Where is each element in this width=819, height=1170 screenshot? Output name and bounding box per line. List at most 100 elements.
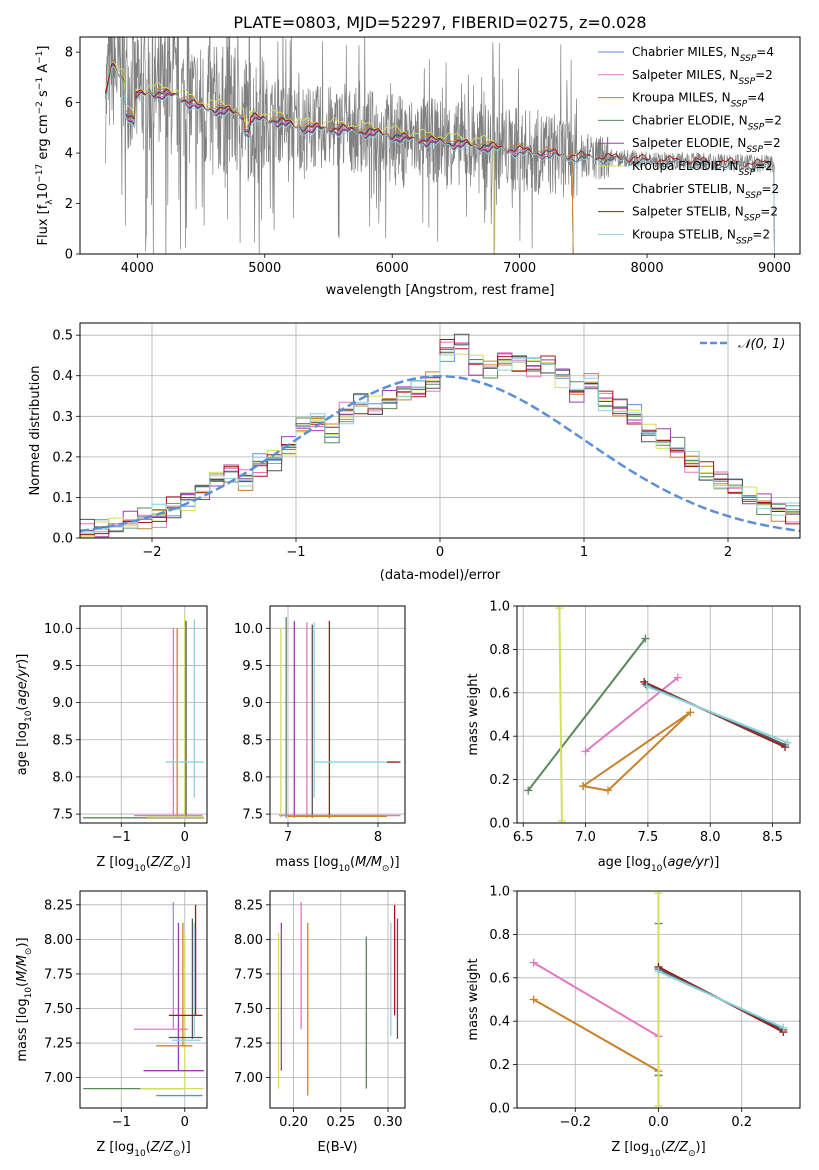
x-axis-label: Z [log10(Z/Z⊙)] [611,1140,705,1159]
weight-marker-chabrier_elodie [524,786,533,795]
y-axis-label: mass [log10(M/M⊙)] [15,937,34,1061]
y-tick-label: 8.5 [52,733,73,748]
residuals-plot-area [80,333,800,538]
x-tick-label: 0 [181,1115,189,1130]
y-tick-label: 10.0 [234,622,263,637]
spectrum-plot-area [105,37,775,254]
y-tick-label: 4 [65,147,73,162]
x-tick-label: 5000 [248,261,281,276]
mass-weight-vs-z-panel: −0.2 0.0 0.2 0.0 0.2 0.4 0.6 0.8 1.0 Z [log10(Z/Z… [466,885,801,1159]
weight-line-salpeter_miles [584,676,679,753]
x-tick-label: 8000 [631,261,664,276]
histogram-chabrier_miles [80,342,800,532]
y-tick-label: 7.75 [234,967,263,982]
mass-vs-ebv-panel: 0.20 0.25 0.30 7.00 7.25 7.50 7.75 8.00 8.25 E(B-… [234,890,406,1155]
y-tick-label: 7.75 [44,967,73,982]
x-tick-label: −1 [112,830,131,845]
y-tick-label: 0.6 [489,971,510,986]
plot-frame [79,605,208,824]
x-tick-label: 8 [374,830,382,845]
x-tick-label: 0.2 [731,1115,752,1130]
model-spectrum-kroupa_stelib [105,65,775,254]
plot-frame [516,890,801,1109]
y-axis-label: Flux [fλ10−17 erg cm−2 s−1 A−1] [35,46,55,246]
y-tick-label: 7.25 [44,1037,73,1052]
x-tick-label: 0.20 [279,1115,308,1130]
model-spectrum-salpeter_stelib [105,62,775,254]
weight-marker-kroupa_miles [686,708,695,717]
y-tick-label: 1.0 [489,600,510,615]
x-axis-label: age [log10(age/yr)] [598,855,720,874]
y-tick-label: 9.5 [52,659,73,674]
y-axis-label: age [log10(age/yr)] [15,654,34,776]
x-axis-label: wavelength [Angstrom, rest frame] [326,283,555,298]
weight-line-kroupa_stelib [658,970,784,1029]
spectrum-legend: Chabrier MILES, NSSP=4 Salpeter MILES, NS… [598,45,782,246]
y-tick-label: 8.25 [234,898,263,913]
y-tick-label: 0.4 [52,369,73,384]
x-axis-label: E(B-V) [317,1140,357,1155]
y-tick-label: 8.5 [242,733,263,748]
x-tick-label: 6000 [376,261,409,276]
weight-marker-kroupa_stelib [783,738,792,747]
mass-weight-vs-age-panel: 6.5 7.0 7.5 8.0 8.5 0.0 0.2 0.4 0.6 0.8 1.0 age [lo… [466,600,801,874]
plot-frame [79,322,801,539]
histogram-salpeter_stelib [80,339,800,536]
y-tick-label: 7.50 [234,1002,263,1017]
y-tick-label: 0.4 [489,1015,510,1030]
weight-marker-kroupa_elodie [555,606,564,613]
y-tick-label: 7.5 [242,808,263,823]
weight-line-kroupa_miles [582,711,691,792]
y-tick-label: 0.0 [52,532,73,547]
y-tick-label: 2 [65,197,73,212]
x-tick-label: 0 [181,830,189,845]
x-tick-label: 0.30 [374,1115,403,1130]
observed-spectrum-line [105,37,775,254]
x-tick-label: 0.25 [326,1115,355,1130]
weight-marker-kroupa_miles [529,995,538,1004]
model-spectrum-chabrier_stelib [105,64,775,254]
x-axis-label: Z [log10(Z/Z⊙)] [96,855,190,874]
y-tick-label: 1.0 [489,885,510,900]
y-tick-label: 0.2 [489,773,510,788]
plot-area [83,902,204,1097]
x-tick-label: 7.5 [638,830,659,845]
y-tick-label: 8.0 [242,770,263,785]
normal-distribution-curve [80,374,800,533]
plot-frame [269,605,406,824]
weight-marker-kroupa_stelib [654,967,663,976]
weight-marker-chabrier_elodie [641,634,650,643]
x-tick-label: 8.0 [700,830,721,845]
legend-label-chabrier_stelib: Chabrier STELIB, NSSP=2 [632,182,779,201]
x-tick-label: −1 [286,545,305,560]
plot-area [529,891,788,1108]
weight-line-kroupa_miles [533,998,660,1076]
y-tick-label: 6 [65,96,73,111]
y-tick-label: 0.8 [489,928,510,943]
weight-line-salpeter_miles [533,961,660,1038]
y-tick-label: 8.00 [44,933,73,948]
x-axis-label: (data-model)/error [380,568,501,583]
residuals-panel: −2 −1 0 1 2 0.0 0.1 0.2 0.3 0.4 0.5 (data-model)/er… [28,322,801,583]
y-tick-label: 7.00 [44,1071,73,1086]
x-tick-label: 6.5 [513,830,534,845]
weight-marker-kroupa_elodie [654,891,663,898]
legend-label-salpeter_miles: Salpeter MILES, NSSP=2 [632,68,773,87]
legend-label-salpeter_stelib: Salpeter STELIB, NSSP=2 [632,205,778,224]
plot-frame [516,605,801,824]
y-tick-label: 9.0 [52,696,73,711]
y-tick-label: 0.1 [52,491,73,506]
plot-frame [79,36,801,255]
x-tick-label: −0.2 [559,1115,591,1130]
y-tick-label: 0.0 [489,817,510,832]
panels: 4000 5000 6000 7000 8000 900002468wavelength … [15,36,801,1159]
plot-frame [79,890,208,1109]
y-tick-label: 0.5 [52,329,73,344]
plot-area [524,606,792,823]
legend-label-chabrier_miles: Chabrier MILES, NSSP=4 [632,45,774,64]
legend-label-kroupa_miles: Kroupa MILES, NSSP=4 [632,91,765,110]
age-vs-z-panel: −1 0 7.5 8.0 8.5 9.0 9.5 10.0 Z [log10(Z/Z⊙)] age… [15,605,208,874]
y-tick-label: 8 [65,46,73,61]
y-tick-label: 7.50 [44,1002,73,1017]
x-axis-label: Z [log10(Z/Z⊙)] [96,1140,190,1159]
